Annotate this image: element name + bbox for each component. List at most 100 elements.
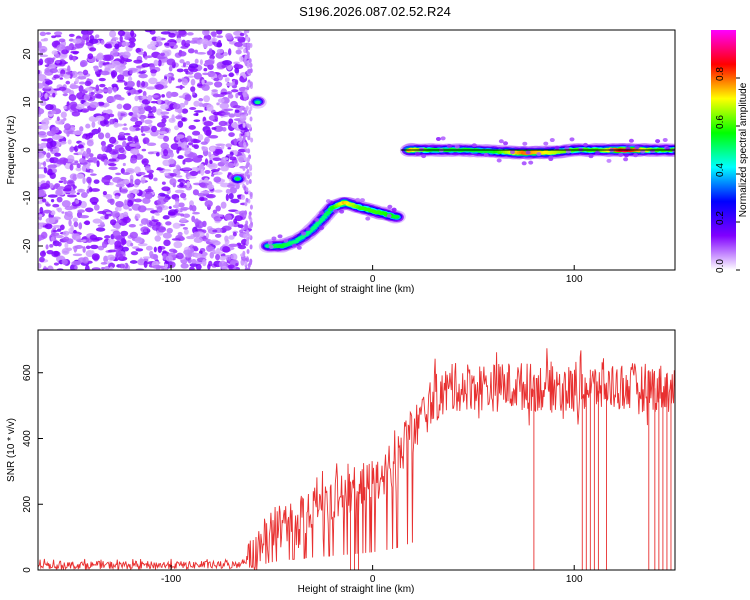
noise-blob bbox=[151, 106, 157, 113]
noise-blob bbox=[137, 258, 146, 266]
noise-blob bbox=[126, 169, 133, 173]
noise-blob bbox=[128, 208, 132, 211]
noise-blob bbox=[83, 221, 90, 225]
noise-blob bbox=[118, 206, 122, 212]
noise-blob bbox=[231, 122, 238, 128]
noise-blob bbox=[116, 153, 127, 160]
noise-blob bbox=[191, 37, 201, 41]
noise-blob bbox=[144, 188, 154, 193]
noise-blob bbox=[188, 125, 196, 130]
noise-blob bbox=[38, 189, 46, 197]
noise-blob bbox=[66, 101, 70, 107]
noise-blob bbox=[177, 120, 184, 128]
noise-blob bbox=[175, 115, 183, 120]
noise-blob bbox=[217, 214, 223, 217]
noise-blob bbox=[104, 102, 110, 107]
noise-blob bbox=[140, 232, 149, 235]
noise-blob bbox=[79, 61, 86, 68]
noise-blob bbox=[103, 119, 109, 125]
noise-blob bbox=[124, 199, 128, 206]
noise-blob bbox=[38, 152, 45, 159]
noise-blob bbox=[141, 148, 147, 152]
noise-blob bbox=[228, 72, 234, 78]
noise-blob bbox=[171, 77, 175, 81]
noise-blob bbox=[215, 248, 221, 255]
noise-blob bbox=[155, 36, 162, 42]
noise-blob bbox=[66, 194, 77, 198]
noise-blob bbox=[203, 238, 212, 242]
noise-blob bbox=[71, 111, 81, 117]
noise-blob bbox=[60, 119, 65, 124]
noise-blob bbox=[174, 189, 185, 194]
noise-blob bbox=[225, 188, 231, 194]
noise-blob bbox=[122, 140, 127, 148]
trace-halo bbox=[498, 139, 504, 144]
noise-blob bbox=[178, 202, 185, 208]
noise-blob bbox=[169, 152, 174, 158]
noise-blob bbox=[239, 55, 244, 63]
noise-blob bbox=[90, 173, 97, 176]
noise-blob bbox=[200, 190, 211, 194]
noise-blob bbox=[69, 189, 76, 195]
noise-blob bbox=[120, 230, 129, 237]
noise-blob bbox=[64, 45, 73, 51]
noise-blob bbox=[197, 134, 204, 141]
noise-blob bbox=[117, 74, 125, 82]
noise-blob bbox=[227, 146, 232, 150]
noise-blob bbox=[122, 162, 126, 167]
noise-blob bbox=[82, 109, 88, 113]
noise-blob bbox=[235, 92, 239, 99]
noise-blob bbox=[38, 91, 42, 98]
colorbar-tick-label: 0.0 bbox=[715, 259, 726, 273]
noise-blob bbox=[101, 144, 107, 152]
noise-blob bbox=[178, 146, 182, 151]
noise-blob bbox=[180, 192, 187, 199]
colorbar-tick-label: 0.6 bbox=[715, 115, 726, 129]
noise-blob bbox=[182, 62, 186, 68]
noise-blob bbox=[106, 254, 116, 261]
noise-blob bbox=[100, 89, 111, 92]
colorbar-tick-label: 0.8 bbox=[715, 67, 726, 81]
noise-blob bbox=[183, 157, 194, 163]
noise-blob bbox=[164, 172, 169, 176]
trace-halo bbox=[454, 144, 460, 149]
trace-halo bbox=[564, 146, 570, 151]
noise-blob bbox=[199, 182, 206, 188]
noise-blob bbox=[95, 115, 105, 122]
noise-blob bbox=[204, 200, 213, 208]
noise-blob bbox=[245, 161, 249, 167]
noise-blob bbox=[65, 80, 71, 85]
noise-blob bbox=[88, 153, 94, 158]
noise-blob bbox=[153, 246, 157, 253]
noise-blob bbox=[174, 125, 179, 131]
noise-blob bbox=[161, 181, 166, 185]
noise-blob bbox=[49, 68, 58, 74]
noise-blob bbox=[61, 211, 65, 214]
noise-blob bbox=[107, 249, 117, 253]
noise-blob bbox=[247, 174, 251, 180]
noise-blob bbox=[182, 167, 191, 171]
noise-blob bbox=[186, 181, 190, 188]
noise-blob bbox=[72, 51, 79, 55]
noise-blob bbox=[52, 229, 58, 233]
noise-blob bbox=[234, 41, 244, 48]
noise-blob bbox=[137, 89, 143, 94]
noise-blob bbox=[190, 86, 196, 93]
trace-blob bbox=[234, 177, 241, 181]
noise-blob bbox=[93, 179, 100, 184]
noise-blob bbox=[100, 262, 108, 265]
noise-blob bbox=[122, 246, 129, 252]
noise-blob bbox=[228, 132, 235, 137]
trace-halo bbox=[483, 153, 489, 158]
noise-blob bbox=[107, 238, 115, 245]
trace-halo bbox=[543, 141, 549, 146]
noise-blob bbox=[116, 219, 122, 224]
noise-blob bbox=[224, 162, 235, 168]
noise-blob bbox=[160, 111, 170, 115]
noise-blob bbox=[114, 43, 120, 50]
snr-y-label: SNR (10 * v/v) bbox=[6, 418, 17, 482]
noise-blob bbox=[207, 63, 214, 70]
noise-blob bbox=[212, 93, 220, 98]
noise-blob bbox=[97, 245, 105, 251]
